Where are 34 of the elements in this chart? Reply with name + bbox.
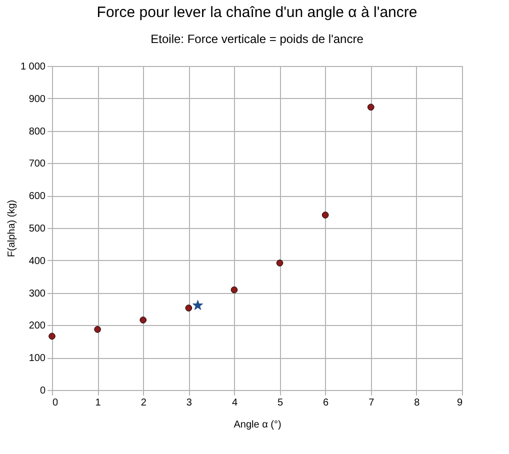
point bbox=[230, 286, 238, 294]
y-tick-label: 0 bbox=[40, 386, 46, 396]
point bbox=[192, 300, 204, 310]
point bbox=[48, 332, 56, 340]
y-tick-label: 300 bbox=[28, 288, 46, 300]
x-tick-label: 3 bbox=[186, 398, 192, 408]
x-axis-title: Angle α (°) bbox=[234, 420, 282, 430]
point bbox=[367, 104, 374, 111]
x-tick-label: 0 bbox=[52, 398, 58, 408]
point bbox=[322, 212, 329, 218]
y-tick-label: 700 bbox=[28, 158, 46, 170]
x-tick-label: 9 bbox=[456, 398, 463, 408]
x-tick-label: 6 bbox=[323, 398, 330, 408]
x-tick-label: 8 bbox=[414, 398, 420, 408]
x-tick-label: 4 bbox=[232, 398, 238, 408]
chart-title: Force pour lever la chaîne d'un angle α à l'ancre bbox=[96, 4, 418, 21]
x-tick-label: 2 bbox=[140, 398, 147, 408]
x-tick-label: 5 bbox=[277, 398, 284, 408]
chart-subtitle: Etoile: Force verticale = poids de l'ancre bbox=[150, 32, 364, 46]
x-tick-label: 1 bbox=[95, 398, 102, 408]
y-tick-label: 400 bbox=[28, 256, 46, 267]
point bbox=[140, 316, 147, 324]
point bbox=[276, 260, 284, 266]
y-tick-label: 600 bbox=[28, 191, 46, 202]
y-axis-title: F(alpha) (kg) bbox=[6, 200, 18, 258]
y-tick-label: 200 bbox=[28, 320, 46, 332]
point bbox=[185, 304, 192, 312]
y-tick-label: 500 bbox=[28, 224, 46, 234]
y-tick-label: 900 bbox=[28, 94, 46, 105]
x-tick-label: 7 bbox=[368, 398, 375, 408]
y-tick-label: 1 000 bbox=[20, 62, 46, 72]
y-tick-label: 800 bbox=[28, 126, 46, 138]
y-tick-label: 100 bbox=[28, 353, 46, 364]
point bbox=[94, 326, 101, 333]
